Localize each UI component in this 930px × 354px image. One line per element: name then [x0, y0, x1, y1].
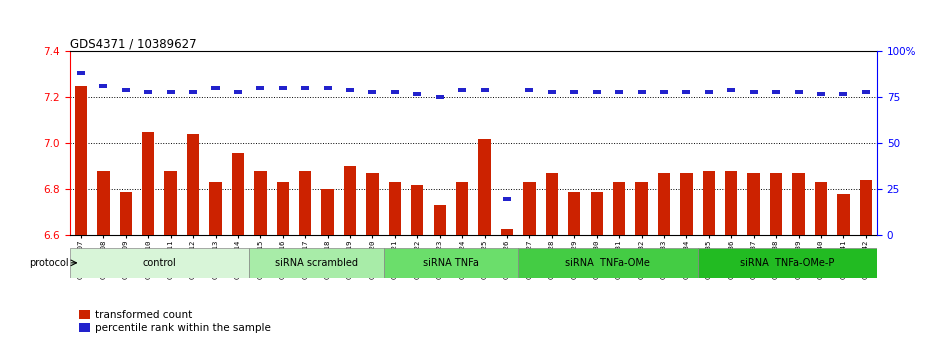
Bar: [524, 183, 536, 235]
Bar: [120, 192, 132, 235]
Bar: [703, 171, 715, 235]
Bar: [234, 90, 242, 94]
Bar: [322, 189, 334, 235]
Bar: [770, 173, 782, 235]
Bar: [683, 90, 690, 94]
Bar: [615, 90, 623, 94]
Bar: [840, 92, 847, 96]
Bar: [815, 183, 827, 235]
Legend: transformed count, percentile rank within the sample: transformed count, percentile rank withi…: [75, 306, 274, 337]
Text: siRNA TNFa: siRNA TNFa: [423, 258, 479, 268]
Text: GDS4371 / 10389627: GDS4371 / 10389627: [70, 37, 196, 50]
Bar: [433, 205, 445, 235]
Bar: [301, 86, 309, 90]
Bar: [750, 90, 758, 94]
Bar: [211, 86, 219, 90]
Bar: [70, 248, 249, 278]
Bar: [705, 90, 712, 94]
Bar: [100, 84, 107, 88]
Bar: [792, 173, 804, 235]
Bar: [299, 171, 312, 235]
Bar: [384, 248, 518, 278]
Bar: [592, 90, 601, 94]
Bar: [166, 90, 175, 94]
Bar: [727, 88, 736, 92]
Bar: [638, 90, 645, 94]
Bar: [98, 171, 110, 235]
Bar: [187, 134, 199, 235]
Bar: [74, 86, 87, 235]
Bar: [748, 173, 760, 235]
Bar: [794, 90, 803, 94]
Bar: [232, 153, 244, 235]
Bar: [324, 86, 332, 90]
Bar: [658, 173, 671, 235]
Bar: [837, 194, 849, 235]
Bar: [570, 90, 578, 94]
Text: siRNA  TNFa-OMe: siRNA TNFa-OMe: [565, 258, 650, 268]
Bar: [344, 166, 356, 235]
Bar: [660, 90, 668, 94]
Bar: [436, 95, 444, 99]
Text: control: control: [142, 258, 177, 268]
Bar: [698, 248, 877, 278]
Bar: [772, 90, 780, 94]
Bar: [391, 90, 399, 94]
Bar: [165, 171, 177, 235]
Bar: [503, 196, 511, 201]
Bar: [478, 139, 491, 235]
Bar: [411, 185, 423, 235]
Bar: [346, 88, 354, 92]
Bar: [389, 183, 401, 235]
Bar: [209, 183, 221, 235]
Bar: [456, 183, 469, 235]
Bar: [249, 248, 384, 278]
Bar: [501, 229, 513, 235]
Bar: [817, 92, 825, 96]
Bar: [257, 86, 264, 90]
Bar: [189, 90, 197, 94]
Bar: [413, 92, 421, 96]
Bar: [254, 171, 267, 235]
Text: siRNA  TNFa-OMe-P: siRNA TNFa-OMe-P: [740, 258, 834, 268]
Text: siRNA scrambled: siRNA scrambled: [275, 258, 358, 268]
Bar: [481, 88, 488, 92]
Bar: [635, 183, 647, 235]
Bar: [279, 86, 286, 90]
Bar: [862, 90, 870, 94]
Bar: [276, 183, 289, 235]
Bar: [546, 173, 558, 235]
Bar: [366, 173, 379, 235]
Bar: [458, 88, 466, 92]
Bar: [122, 88, 130, 92]
Bar: [525, 88, 534, 92]
Bar: [725, 171, 737, 235]
Bar: [591, 192, 603, 235]
Bar: [680, 173, 693, 235]
Bar: [613, 183, 625, 235]
Text: protocol: protocol: [29, 258, 69, 268]
Bar: [518, 248, 698, 278]
Bar: [144, 90, 153, 94]
Bar: [568, 192, 580, 235]
Bar: [142, 132, 154, 235]
Bar: [548, 90, 556, 94]
Bar: [77, 72, 85, 75]
Bar: [859, 180, 872, 235]
Bar: [368, 90, 377, 94]
